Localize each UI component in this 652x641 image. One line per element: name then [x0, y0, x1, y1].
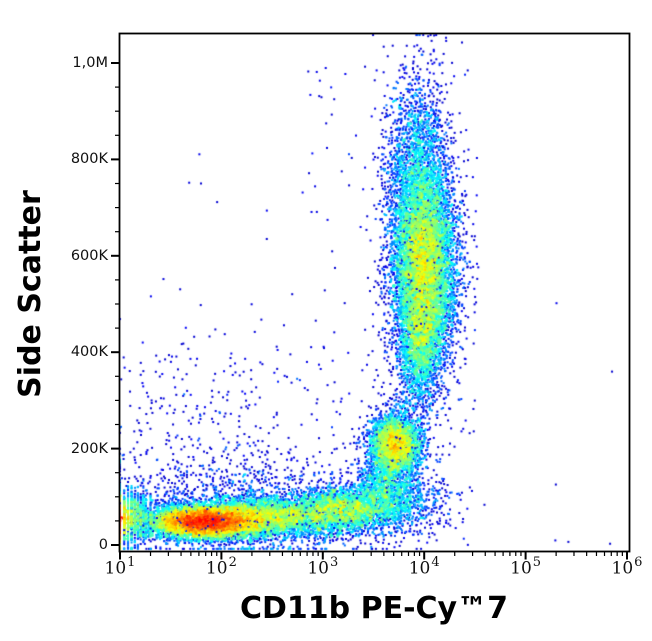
x-tick-label: 103	[307, 555, 339, 579]
y-tick-label: 400K	[70, 344, 108, 361]
y-axis-title: Side Scatter	[13, 190, 48, 398]
x-tick-label: 105	[510, 555, 542, 579]
y-tick-label: 0	[98, 537, 108, 553]
x-tick-label: 102	[205, 555, 237, 579]
x-axis-title: CD11b PE-Cy™7	[240, 591, 508, 626]
y-tick-label: 800K	[70, 151, 108, 168]
x-tick-label: 101	[104, 555, 136, 579]
y-tick-label: 1,0M	[72, 55, 108, 71]
y-tick-label: 200K	[70, 440, 108, 457]
y-tick-label: 600K	[70, 247, 108, 264]
x-tick-label: 106	[611, 555, 643, 579]
x-tick-label: 104	[408, 555, 440, 579]
